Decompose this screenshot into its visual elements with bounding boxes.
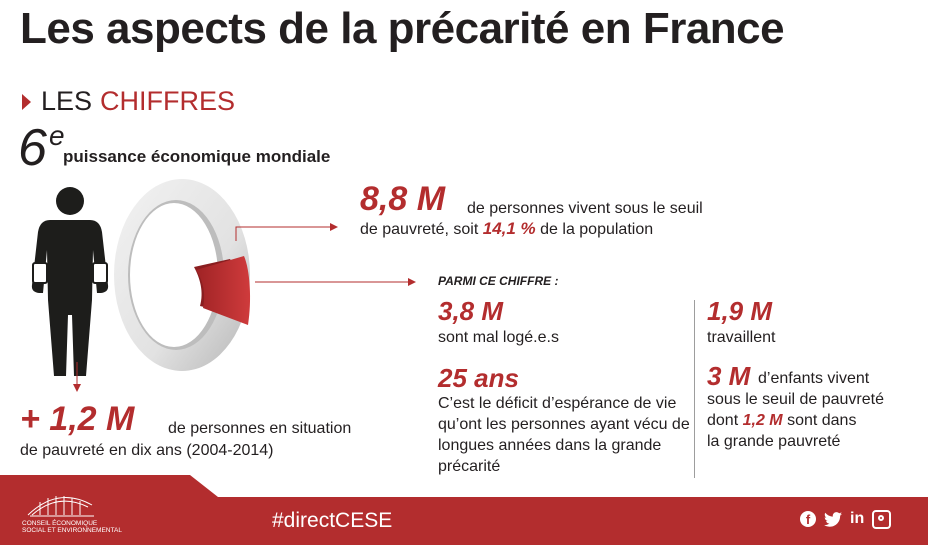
poverty-text-1: de personnes vivent sous le seuil — [467, 200, 703, 217]
children-deep-poverty-count: 1,2 M — [742, 412, 783, 429]
poverty-text-3: de la population — [540, 221, 654, 238]
poverty-percent: 14,1 % — [482, 219, 536, 238]
logo-line-2: SOCIAL ET ENVIRONNEMENTAL — [22, 527, 122, 534]
growth-text-2: de pauvreté en dix ans (2004-2014) — [20, 442, 274, 459]
housing-count: 3,8 M — [438, 296, 504, 326]
facebook-icon[interactable]: f — [800, 511, 816, 527]
poverty-text-2: de pauvreté, soit — [360, 221, 479, 238]
life-gap-text: C’est le déficit d’espérance de vie qu’o… — [438, 395, 690, 475]
children-text-3b: sont dans — [787, 412, 857, 429]
working-count: 1,9 M — [707, 296, 773, 326]
children-text-4: la grande pauvreté — [707, 433, 841, 450]
section-label-b: CHIFFRES — [100, 86, 236, 116]
children-text-2: sous le seuil de pauvreté — [707, 391, 884, 408]
section-heading: LES CHIFFRES — [22, 86, 235, 117]
children-text-1: d’enfants vivent — [758, 370, 870, 387]
growth-count: + 1,2 M — [20, 400, 135, 438]
children-text-3a: dont — [707, 412, 739, 429]
rank-superscript: e — [49, 120, 65, 151]
social-links: f in — [800, 508, 892, 530]
page-title: Les aspects de la précarité en France — [20, 4, 785, 53]
arrow-to-main-stat — [235, 223, 338, 241]
cese-logo-icon — [27, 496, 94, 517]
poverty-text-line-2: de pauvreté, soit 14,1 % de la populatio… — [360, 218, 653, 240]
logo-line-1: CONSEIL ÉCONOMIQUE — [22, 520, 98, 527]
rank-number: 6 — [18, 119, 47, 177]
working-text: travaillent — [707, 329, 776, 346]
arrow-to-breakdown — [255, 278, 416, 286]
caret-right-icon — [22, 93, 31, 110]
twitter-icon[interactable] — [824, 508, 842, 530]
section-label-a: LES — [41, 86, 93, 116]
footer-band — [0, 475, 928, 545]
cese-logo-text: CONSEIL ÉCONOMIQUE SOCIAL ET ENVIRONNEME… — [22, 520, 122, 534]
housing-text: sont mal logé.e.s — [438, 329, 559, 346]
children-count: 3 M — [707, 361, 751, 391]
donut-ring — [114, 179, 251, 371]
growth-text-1: de personnes en situation — [168, 420, 352, 437]
instagram-icon[interactable] — [872, 509, 892, 529]
among-label: PARMI CE CHIFFRE : — [438, 274, 559, 288]
arrow-to-growth — [73, 362, 81, 392]
column-divider — [694, 300, 695, 478]
children-text-line-3: dont 1,2 M sont dans — [707, 410, 856, 431]
life-gap-value: 25 ans — [438, 363, 519, 393]
poverty-count: 8,8 M — [360, 180, 446, 218]
rank-text: puissance économique mondiale — [63, 147, 331, 166]
person-icon — [31, 187, 109, 376]
hashtag[interactable]: #directCESE — [272, 509, 393, 532]
linkedin-icon[interactable]: in — [850, 510, 865, 527]
